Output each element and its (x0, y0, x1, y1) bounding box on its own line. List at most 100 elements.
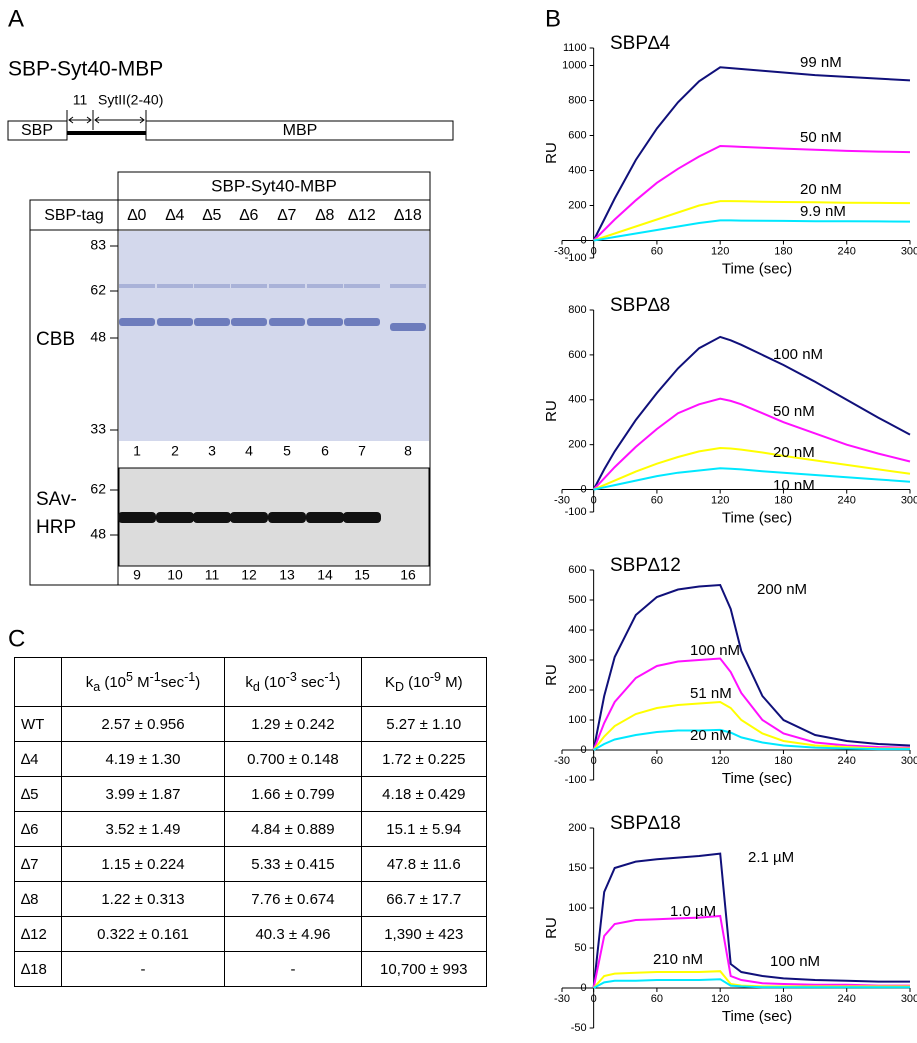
series-label: 2.1 µM (748, 849, 794, 866)
table-row: ∆18--10,700 ± 993 (15, 952, 487, 987)
lane-label: ∆12 (348, 207, 376, 224)
length-label: 11 (73, 92, 88, 108)
table-row: ∆53.99 ± 1.871.66 ± 0.7994.18 ± 0.429 (15, 777, 487, 812)
header-text: (10 (100, 674, 126, 691)
y-tick-label: 0 (581, 982, 587, 994)
header-text: ) (335, 674, 340, 691)
y-tick-label: 400 (568, 624, 586, 636)
series-label: 20 nM (773, 444, 815, 461)
series-label: 100 nM (773, 346, 823, 363)
x-tick-label: -30 (554, 494, 570, 506)
lane-number: 7 (358, 443, 366, 459)
blot-band (230, 512, 268, 523)
sbp-label: SBP (21, 122, 53, 139)
blot-band (306, 512, 344, 523)
curve (594, 146, 910, 241)
table-cell: - (61, 952, 225, 987)
faint-band (269, 284, 305, 288)
header-text: M) (441, 674, 463, 691)
y-tick-label: 200 (568, 822, 586, 834)
x-tick-label: 240 (838, 755, 856, 767)
blot-band (156, 512, 194, 523)
cbb-band (194, 318, 230, 326)
table-cell: ∆4 (15, 742, 62, 777)
x-tick-label: 60 (651, 245, 663, 257)
lane-label: ∆4 (166, 207, 185, 224)
curve (594, 220, 910, 240)
figure: A SBP-Syt40-MBP 11 SytII(2-40) SBP MBP S… (0, 0, 917, 1043)
cbb-band (157, 318, 193, 326)
series-label: 100 nM (770, 953, 820, 970)
chart-title: SBP∆8 (610, 295, 670, 316)
header-text: -1 (150, 670, 161, 684)
header-row: ka (105 M-1sec-1)kd (10-3 sec-1)KD (10-9… (15, 658, 487, 707)
lane-number: 14 (317, 567, 333, 583)
header-text: sec (297, 674, 325, 691)
table-cell: ∆18 (15, 952, 62, 987)
table-cell: 1.29 ± 0.242 (225, 707, 361, 742)
lane-label: ∆0 (128, 207, 147, 224)
table-cell: 4.19 ± 1.30 (61, 742, 225, 777)
faint-band (157, 284, 193, 288)
x-axis-label: Time (sec) (722, 510, 792, 527)
series-label: 20 nM (800, 181, 842, 198)
x-tick-label: 240 (838, 245, 856, 257)
table-row: ∆63.52 ± 1.494.84 ± 0.88915.1 ± 5.94 (15, 812, 487, 847)
mw-marker: 62 (90, 282, 106, 298)
y-tick-label: 0 (581, 744, 587, 756)
y-tick-label: 200 (568, 199, 586, 211)
construct-name: SBP-Syt40-MBP (8, 58, 163, 81)
blot-label: HRP (36, 517, 76, 538)
x-tick-label: 180 (774, 755, 792, 767)
table-row: ∆120.322 ± 0.16140.3 ± 4.961,390 ± 423 (15, 917, 487, 952)
curve (594, 468, 910, 489)
y-tick-label: 0 (581, 483, 587, 495)
lane-label: ∆6 (240, 207, 259, 224)
header-text: (10 (260, 674, 286, 691)
y-tick-label: 1100 (563, 42, 587, 54)
x-tick-label: -30 (554, 993, 570, 1005)
header-text: ) (195, 674, 200, 691)
table-cell: 5.27 ± 1.10 (361, 707, 486, 742)
header-text: (10 (404, 674, 430, 691)
cbb-band (231, 318, 267, 326)
gel-header: SBP-Syt40-MBP (211, 176, 337, 195)
y-tick-label: -50 (571, 1022, 587, 1034)
x-tick-label: -30 (554, 755, 570, 767)
table-cell: WT (15, 707, 62, 742)
y-axis-label: RU (543, 664, 560, 686)
series-label: 10 nM (773, 477, 815, 494)
lane-number: 4 (245, 443, 253, 459)
kinetics-table: ka (105 M-1sec-1)kd (10-3 sec-1)KD (10-9… (14, 657, 487, 987)
header-text: -3 (286, 670, 297, 684)
header-text: K (385, 674, 395, 691)
lane-number: 10 (167, 567, 183, 583)
y-tick-label: -100 (565, 774, 587, 786)
cbb-band (344, 318, 380, 326)
blot-band (343, 512, 381, 523)
table-cell: 0.322 ± 0.161 (61, 917, 225, 952)
lane-number: 1 (133, 443, 141, 459)
lane-number: 3 (208, 443, 216, 459)
x-tick-label: 240 (838, 993, 856, 1005)
x-tick-label: 0 (591, 245, 597, 257)
header-text: -1 (184, 670, 195, 684)
region-label: SytII(2-40) (98, 92, 163, 108)
x-tick-label: 0 (591, 993, 597, 1005)
x-tick-label: 120 (711, 993, 729, 1005)
cbb-band (307, 318, 343, 326)
table-row: ∆71.15 ± 0.2245.33 ± 0.41547.8 ± 11.6 (15, 847, 487, 882)
cbb-gel (119, 231, 429, 441)
x-axis-label: Time (sec) (722, 1008, 792, 1025)
table-cell: ∆5 (15, 777, 62, 812)
header-text: M (133, 674, 150, 691)
table-cell: ∆6 (15, 812, 62, 847)
y-tick-label: -100 (565, 506, 587, 518)
y-tick-label: 1000 (562, 59, 586, 71)
x-axis-label: Time (sec) (722, 260, 792, 277)
table-cell: 5.33 ± 0.415 (225, 847, 361, 882)
series-label: 9.9 nM (800, 203, 846, 220)
mw-marker: 48 (90, 329, 106, 345)
mw-marker: 33 (90, 421, 106, 437)
mw-marker: 48 (90, 526, 106, 542)
